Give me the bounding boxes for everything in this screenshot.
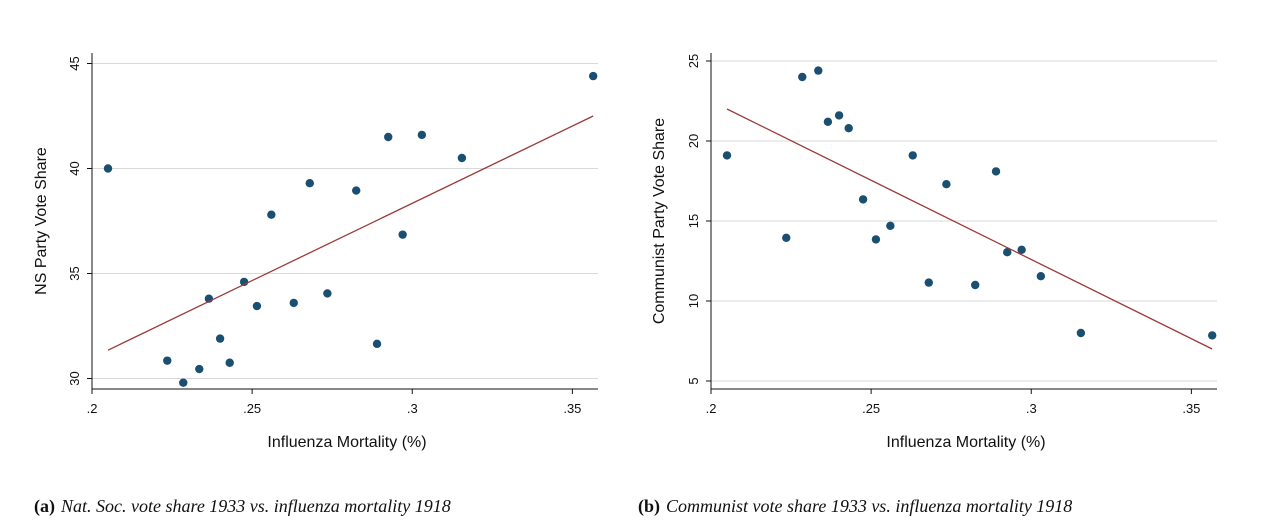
y-tick-label-b-1: 10 (686, 294, 701, 308)
data-point-b-15 (1003, 248, 1012, 257)
y-tick-label-a-3: 45 (67, 56, 82, 70)
data-point-a-9 (267, 210, 276, 219)
caption-a: (a) Nat. Soc. vote share 1933 vs. influen… (34, 496, 451, 517)
fit-line-b (726, 108, 1213, 350)
y-tick-label-b-0: 5 (686, 377, 701, 384)
y-tick-label-a-2: 40 (67, 161, 82, 175)
data-point-b-17 (1036, 272, 1046, 281)
data-point-b-2 (798, 72, 807, 82)
x-axis-title-a: Influenza Mortality (%) (267, 434, 426, 451)
data-point-a-14 (372, 339, 382, 349)
data-point-b-8 (871, 235, 881, 244)
panel-b-communist-vote-chart: 5 10 15 20 25 .2 .25 .3 .35 Influenza Mortality (… (651, 53, 1217, 451)
data-point-a-15 (384, 132, 393, 142)
x-tick-label-a-2: .3 (407, 401, 418, 416)
y-tick-label-b-3: 20 (686, 134, 701, 148)
x-tick-label-b-2: .3 (1026, 401, 1037, 416)
data-point-a-0 (103, 164, 113, 173)
caption-a-text: Nat. Soc. vote share 1933 vs. influenza … (61, 496, 451, 516)
data-point-a-8 (252, 301, 262, 311)
data-point-b-7 (858, 195, 868, 204)
data-point-a-13 (352, 186, 361, 195)
data-point-b-12 (942, 180, 951, 189)
data-point-b-4 (823, 117, 833, 127)
data-point-a-19 (588, 71, 598, 81)
panel-a-ns-vote-chart: 30 35 40 45 .2 .25 .3 .35 Influenza Mortality (%… (33, 53, 598, 451)
data-point-a-16 (398, 230, 407, 239)
data-point-a-2 (179, 378, 188, 387)
data-point-a-11 (305, 179, 314, 188)
data-point-a-5 (215, 334, 225, 343)
data-point-b-9 (886, 221, 895, 230)
y-axis-title-a: NS Party Vote Share (33, 147, 50, 295)
data-point-a-17 (417, 130, 427, 140)
data-point-b-0 (722, 151, 732, 160)
x-axis-title-b: Influenza Mortality (%) (886, 434, 1045, 451)
y-tick-label-b-4: 25 (686, 54, 701, 68)
data-point-b-16 (1017, 245, 1026, 254)
data-point-a-1 (163, 356, 172, 365)
caption-b-text: Communist vote share 1933 vs. influenza … (666, 496, 1073, 516)
x-tick-label-b-0: .2 (706, 401, 717, 416)
data-point-b-1 (782, 233, 791, 242)
data-point-a-18 (457, 153, 467, 163)
data-point-b-18 (1076, 328, 1086, 338)
x-tick-label-a-0: .2 (87, 401, 98, 416)
data-point-b-5 (834, 111, 844, 120)
data-point-b-10 (908, 151, 917, 160)
x-tick-label-b-3: .35 (1182, 401, 1200, 416)
data-point-a-6 (225, 358, 234, 367)
data-point-b-6 (844, 124, 853, 133)
fit-line-a (107, 115, 594, 351)
y-axis-title-b: Communist Party Vote Share (651, 118, 668, 324)
y-tick-label-b-2: 15 (686, 214, 701, 228)
x-tick-label-a-1: .25 (243, 401, 261, 416)
caption-a-label: (a) (34, 496, 55, 516)
data-point-b-14 (991, 167, 1001, 176)
caption-b-label: (b) (638, 496, 660, 516)
y-tick-label-a-0: 30 (67, 371, 82, 385)
data-point-a-12 (323, 289, 332, 298)
x-tick-label-a-3: .35 (563, 401, 581, 416)
data-point-b-3 (814, 66, 823, 75)
caption-b: (b) Communist vote share 1933 vs. influen… (638, 496, 1072, 517)
data-point-b-13 (971, 280, 980, 290)
x-tick-label-b-1: .25 (862, 401, 880, 416)
data-point-a-10 (289, 298, 298, 308)
data-point-a-3 (195, 364, 204, 374)
y-tick-label-a-1: 35 (67, 266, 82, 280)
data-point-b-19 (1207, 331, 1217, 340)
data-point-b-11 (924, 278, 933, 287)
